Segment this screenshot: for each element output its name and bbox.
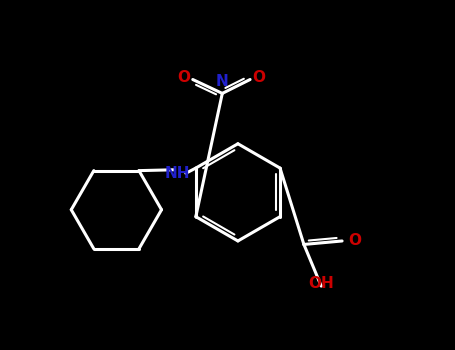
- Text: OH: OH: [308, 276, 334, 291]
- Text: O: O: [177, 70, 191, 85]
- Text: O: O: [252, 70, 265, 85]
- Text: NH: NH: [164, 166, 190, 181]
- Text: N: N: [216, 74, 229, 89]
- Text: O: O: [349, 233, 361, 248]
